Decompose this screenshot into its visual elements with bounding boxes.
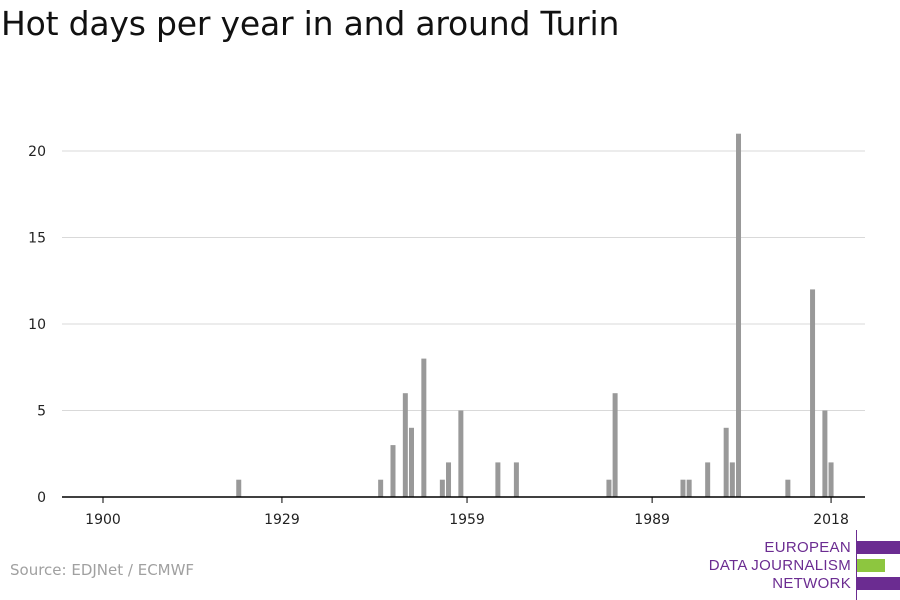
bar-1998 bbox=[705, 462, 711, 497]
y-axis-tick-labels: 0 5 10 15 20 bbox=[28, 144, 46, 506]
chart-title: Hot days per year in and around Turin bbox=[1, 4, 620, 43]
bar-2003 bbox=[736, 133, 742, 497]
bar-1955 bbox=[439, 479, 445, 497]
x-tick-label: 1929 bbox=[264, 512, 300, 528]
bar-1995 bbox=[686, 479, 692, 497]
bars bbox=[236, 133, 834, 497]
bar-2002 bbox=[729, 462, 735, 497]
logo-divider bbox=[856, 530, 857, 600]
bar-1956 bbox=[446, 462, 452, 497]
x-tick-label: 1900 bbox=[85, 512, 121, 528]
bar-1922 bbox=[236, 479, 242, 497]
x-tick-label: 1959 bbox=[449, 512, 485, 528]
bar-1947 bbox=[390, 445, 396, 497]
gridlines bbox=[62, 150, 865, 411]
x-tick-label: 2018 bbox=[813, 512, 849, 528]
y-tick-label: 20 bbox=[28, 144, 46, 160]
logo-line-european: EUROPEAN bbox=[764, 539, 851, 556]
bar-1983 bbox=[612, 393, 618, 497]
y-tick-label: 5 bbox=[37, 404, 46, 420]
bar-1945 bbox=[378, 479, 384, 497]
logo-bar-green bbox=[857, 559, 885, 572]
bar-1982 bbox=[606, 479, 612, 497]
bar-1964 bbox=[495, 462, 501, 497]
y-tick-label: 0 bbox=[37, 490, 46, 506]
x-axis-tick-marks bbox=[102, 497, 832, 503]
bar-2011 bbox=[785, 479, 791, 497]
y-tick-label: 15 bbox=[28, 231, 46, 247]
bar-1994 bbox=[680, 479, 686, 497]
bar-2017 bbox=[822, 410, 828, 497]
bar-1952 bbox=[421, 358, 427, 497]
y-tick-label: 10 bbox=[28, 317, 46, 333]
logo-line-network: NETWORK bbox=[772, 575, 851, 592]
bar-2015 bbox=[810, 289, 816, 497]
logo-line-data-journalism: DATA JOURNALISM bbox=[708, 557, 851, 574]
x-tick-label: 1989 bbox=[634, 512, 670, 528]
logo-bar-purple-top bbox=[857, 541, 900, 554]
x-axis-tick-labels: 1900 1929 1959 1989 2018 bbox=[85, 512, 849, 528]
bar-1949 bbox=[402, 393, 408, 497]
logo-bar-purple-bottom bbox=[857, 577, 900, 590]
bar-1967 bbox=[513, 462, 519, 497]
bar-1950 bbox=[409, 427, 414, 497]
source-note: Source: EDJNet / ECMWF bbox=[10, 561, 195, 579]
bar-2018 bbox=[828, 462, 834, 497]
bar-1958 bbox=[458, 410, 464, 497]
bar-2001 bbox=[723, 427, 729, 497]
